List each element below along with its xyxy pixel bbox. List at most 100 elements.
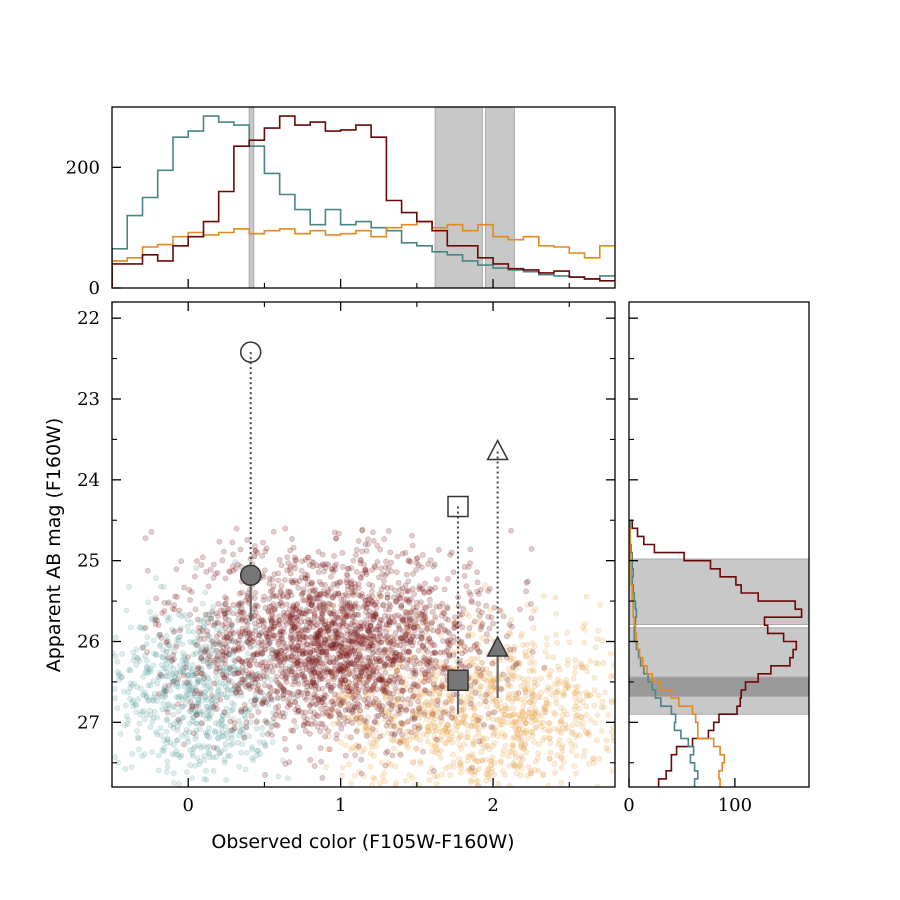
scatter-point (400, 687, 406, 694)
scatter-point (233, 525, 240, 532)
scatter-point (533, 716, 540, 723)
scatter-point (157, 631, 164, 638)
scatter-point (331, 529, 338, 536)
scatter-point (372, 718, 378, 725)
scatter-point (483, 735, 490, 742)
scatter-point (532, 706, 539, 713)
scatter-point (529, 701, 536, 708)
scatter-point (380, 688, 386, 694)
scatter-point (321, 691, 328, 698)
scatter-point (394, 697, 401, 703)
scatter-point (357, 707, 363, 714)
scatter-point (214, 691, 221, 698)
scatter-point (363, 604, 370, 611)
scatter-point (375, 637, 381, 643)
scatter-point (382, 706, 388, 713)
x-axis-label: Observed color (F105W-F160W) (211, 831, 514, 853)
scatter-point (399, 737, 405, 743)
scatter-point (513, 719, 520, 726)
scatter-point (376, 733, 383, 740)
scatter-point (414, 730, 420, 737)
scatter-point (405, 558, 412, 565)
scatter-point (327, 635, 334, 641)
scatter-point (390, 694, 396, 701)
scatter-point (467, 662, 474, 668)
scatter-point (352, 742, 359, 748)
scatter-point (286, 566, 293, 572)
scatter-point (487, 757, 494, 764)
scatter-point (197, 744, 204, 751)
scatter-point (296, 650, 303, 657)
scatter-point (455, 735, 462, 742)
scatter-point (564, 630, 570, 636)
scatter-point (205, 661, 212, 668)
scatter-point (474, 645, 481, 652)
scatter-point (252, 624, 259, 631)
scatter-point (204, 697, 210, 703)
scatter-point (329, 668, 336, 674)
scatter-point (335, 634, 341, 641)
scatter-point (294, 693, 301, 699)
scatter-point (350, 613, 357, 620)
scatter-point (415, 683, 422, 690)
scatter-point (542, 708, 548, 715)
scatter-point (163, 728, 170, 735)
scatter-point (267, 654, 274, 661)
scatter-point (270, 583, 277, 589)
scatter-point (439, 683, 446, 690)
scatter-point (177, 662, 183, 669)
scatter-point (369, 650, 376, 657)
scatter-point (449, 714, 456, 721)
scatter-point (482, 756, 489, 763)
scatter-point (189, 775, 196, 782)
scatter-point (345, 666, 351, 673)
scatter-point (255, 697, 262, 703)
scatter-point (219, 712, 226, 719)
scatter-point (389, 713, 396, 720)
scatter-point (349, 720, 356, 726)
scatter-point (541, 705, 547, 712)
scatter-point (445, 736, 452, 743)
scatter-point (175, 634, 182, 641)
scatter-point (541, 592, 547, 599)
scatter-point (534, 681, 540, 688)
scatter-point (354, 726, 361, 733)
scatter-point (423, 671, 429, 678)
scatter-point (557, 678, 563, 685)
scatter-point (398, 691, 405, 698)
scatter-point (194, 641, 201, 648)
scatter-point (469, 661, 475, 667)
scatter-point (288, 653, 294, 659)
scatter-point (532, 724, 539, 731)
scatter-point (242, 660, 249, 667)
scatter-point (201, 752, 207, 759)
scatter-point (490, 730, 497, 737)
scatter-point (136, 624, 143, 631)
scatter-point (207, 686, 214, 693)
scatter-point (522, 688, 529, 695)
scatter-point (130, 657, 137, 664)
scatter-point (246, 631, 253, 637)
scatter-point (359, 633, 366, 640)
scatter-point (139, 644, 146, 651)
scatter-point (442, 740, 448, 747)
scatter-point (264, 636, 271, 643)
scatter-point (324, 746, 331, 753)
scatter-point (608, 697, 615, 704)
scatter-point (129, 682, 136, 689)
scatter-point (597, 601, 604, 608)
scatter-point (415, 705, 422, 712)
scatter-point (419, 552, 426, 558)
scatter-point (202, 611, 209, 618)
scatter-point (431, 742, 438, 749)
scatter-point (204, 611, 211, 618)
scatter-point (147, 668, 154, 675)
scatter-point (313, 659, 320, 665)
scatter-point (439, 728, 446, 734)
scatter-point (470, 738, 476, 745)
scatter-point (445, 645, 452, 651)
scatter-point (206, 713, 213, 720)
scatter-point (433, 727, 440, 734)
scatter-point (369, 642, 376, 649)
scatter-point (357, 560, 364, 566)
